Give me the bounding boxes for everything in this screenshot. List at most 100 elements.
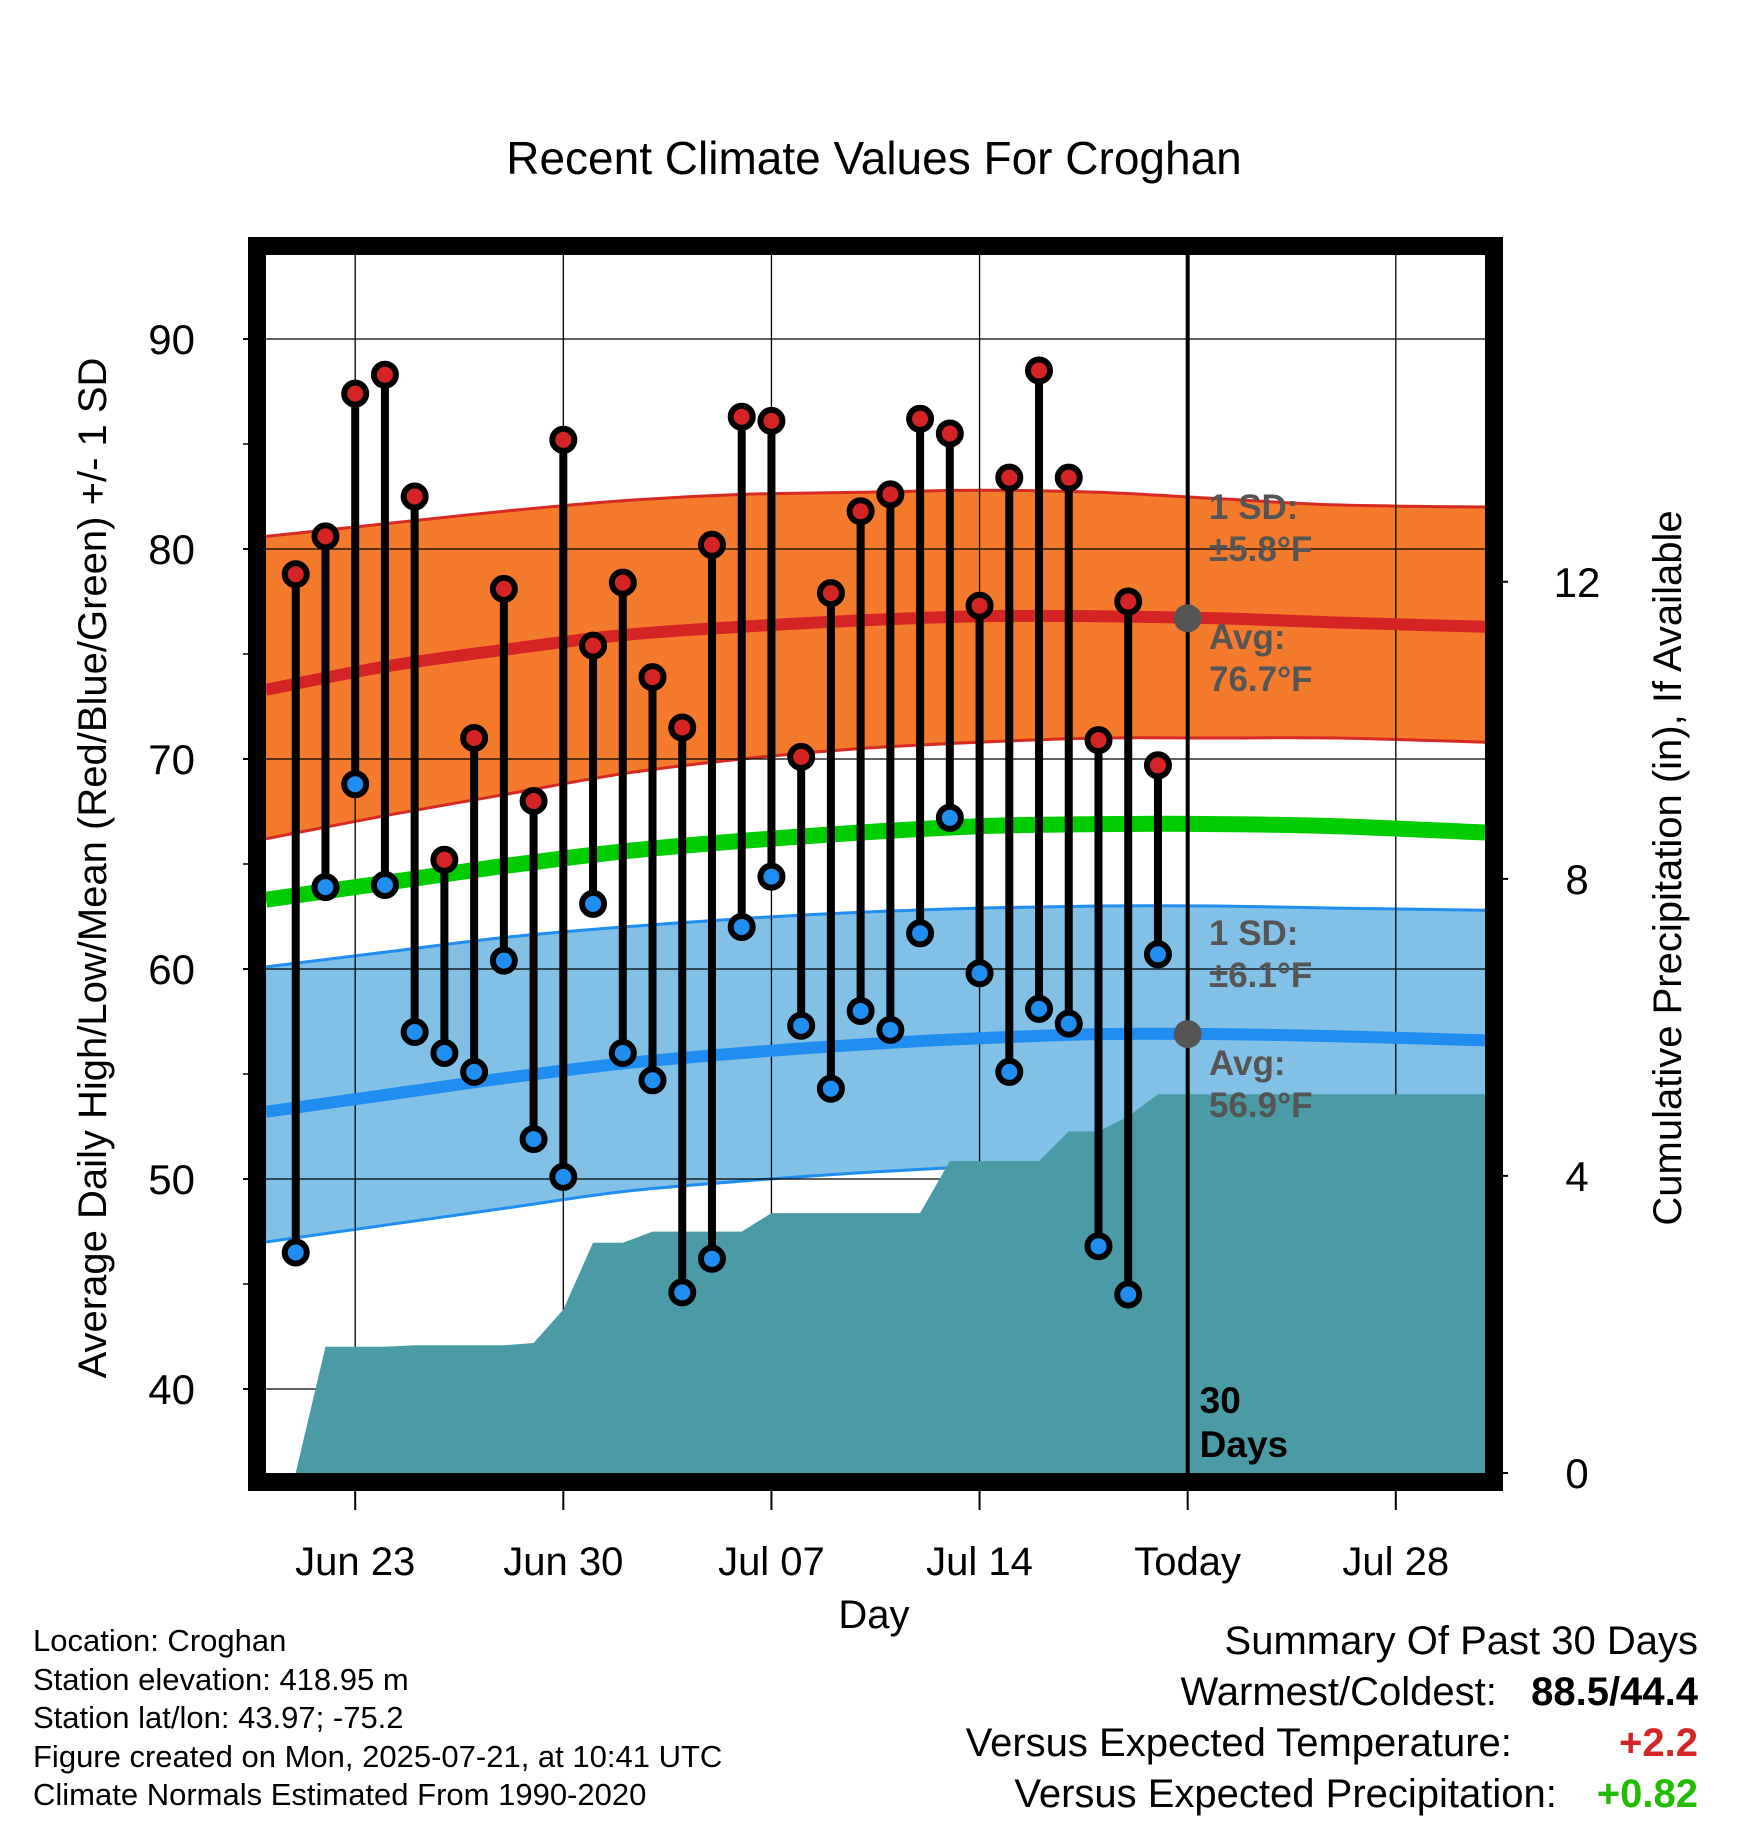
y2-tick-label-4: 4 (1565, 1153, 1588, 1200)
low-avg-annotation-line: 56.9°F (1209, 1086, 1313, 1125)
y-tick-label-50: 50 (148, 1156, 195, 1203)
y-tick-label-40: 40 (148, 1366, 195, 1413)
daily-low-point (965, 959, 994, 988)
daily-high-point (608, 568, 637, 597)
x-tick-label: Jun 30 (503, 1540, 623, 1584)
station-elevation: Station elevation: 418.95 m (33, 1661, 409, 1697)
plot-area (266, 255, 1485, 1473)
temp-label: Versus Expected Temperature: (965, 1721, 1512, 1765)
daily-high-point (935, 419, 964, 448)
daily-low-point (876, 1015, 905, 1044)
daily-low-point (370, 871, 399, 899)
daily-high-point (281, 560, 310, 589)
daily-high-point (668, 713, 697, 742)
daily-low-point (281, 1238, 310, 1267)
climate-normals-note: Climate Normals Estimated From 1990-2020 (33, 1777, 647, 1812)
daily-high-point (995, 463, 1024, 492)
daily-high-point (341, 379, 370, 408)
daily-low-point (400, 1018, 429, 1046)
daily-high-point (1143, 751, 1172, 780)
daily-low-point (311, 873, 340, 902)
daily-high-point (1054, 463, 1083, 492)
daily-low-point (1084, 1232, 1113, 1261)
x-tick-label: Jun 23 (295, 1540, 415, 1584)
days-window-label-line: 30 (1200, 1380, 1241, 1421)
daily-high-point (816, 579, 845, 608)
daily-high-point (430, 845, 459, 874)
summary-title: Summary Of Past 30 Days (1224, 1619, 1698, 1663)
temp-value: +2.2 (1619, 1721, 1698, 1765)
daily-low-point (519, 1125, 548, 1154)
daily-low-point (935, 803, 964, 832)
daily-low-point (995, 1057, 1024, 1086)
daily-high-point (727, 402, 756, 431)
warm-cold-label: Warmest/Coldest: (1180, 1670, 1497, 1714)
today-high-avg-marker (1173, 604, 1202, 633)
summary-panel: Summary Of Past 30 Days Warmest/Coldest:… (966, 1616, 1698, 1820)
y2-tick-label-8: 8 (1565, 856, 1588, 903)
y2-tick-label-0: 0 (1565, 1450, 1588, 1497)
summary-warm-cold: Warmest/Coldest: 88.5/44.4 (966, 1667, 1699, 1718)
warm-cold-value: 88.5/44.4 (1531, 1670, 1698, 1714)
station-location: Location: Croghan (33, 1623, 287, 1658)
x-axis-label: Day (838, 1593, 909, 1637)
daily-low-point (579, 889, 608, 918)
daily-low-point (787, 1011, 816, 1040)
days-window-label: 30 Days (1200, 1380, 1288, 1465)
daily-high-point (876, 480, 905, 509)
daily-low-point (638, 1066, 667, 1095)
high-avg-annotation: Avg: 76.7°F (1209, 618, 1313, 699)
summary-temperature: Versus Expected Temperature: +2.2 (966, 1718, 1698, 1769)
today-low-avg-marker (1173, 1020, 1202, 1049)
y-tick-label-90: 90 (148, 316, 195, 363)
summary-precipitation: Versus Expected Precipitation: +0.82 (966, 1769, 1698, 1820)
daily-low-point (906, 919, 935, 948)
low-avg-annotation-line: Avg: (1209, 1044, 1285, 1083)
precip-label: Versus Expected Precipitation: (1014, 1772, 1557, 1816)
daily-low-point (1143, 940, 1172, 969)
daily-high-point (311, 522, 340, 551)
daily-low-point (1054, 1009, 1083, 1038)
figure-created: Figure created on Mon, 2025-07-21, at 10… (33, 1738, 723, 1774)
high-avg-annotation-line: 76.7°F (1209, 660, 1313, 699)
daily-high-point (906, 404, 935, 433)
daily-high-point (549, 425, 578, 454)
daily-high-point (757, 406, 786, 435)
daily-high-point (1084, 726, 1113, 755)
daily-high-point (400, 482, 429, 511)
low-sd-annotation-line: ±6.1°F (1209, 956, 1312, 995)
y-tick-label-80: 80 (148, 526, 195, 573)
high-avg-annotation-line: Avg: (1209, 618, 1285, 657)
axes: 40 50 60 70 80 90 0 4 8 12 Jun 23 Jun 30 Jul 07 Jul 1… (148, 316, 1600, 1584)
daily-low-point (727, 913, 756, 941)
low-sd-annotation-line: 1 SD: (1209, 914, 1298, 953)
x-tick-label: Jul 28 (1342, 1540, 1449, 1584)
daily-low-point (430, 1039, 459, 1067)
y-tick-label-60: 60 (148, 946, 195, 993)
x-tick-label: Today (1134, 1540, 1241, 1584)
days-window-label-line: Days (1200, 1424, 1288, 1465)
low-avg-annotation: Avg: 56.9°F (1209, 1044, 1313, 1125)
daily-low-point (1025, 994, 1054, 1023)
daily-low-point (549, 1162, 578, 1191)
daily-high-point (460, 724, 489, 752)
x-tick-label: Jul 14 (926, 1540, 1033, 1584)
daily-high-point (489, 574, 518, 603)
daily-high-point (370, 360, 399, 389)
station-info: Location: Croghan Station elevation: 418… (33, 1622, 722, 1815)
precip-value: +0.82 (1596, 1772, 1698, 1816)
daily-low-point (846, 997, 875, 1025)
daily-low-point (697, 1244, 726, 1273)
y-tick-label-70: 70 (148, 736, 195, 783)
daily-high-point (519, 787, 548, 815)
daily-low-point (1114, 1280, 1143, 1309)
daily-low-point (816, 1074, 845, 1103)
daily-low-point (757, 862, 786, 891)
daily-high-point (697, 530, 726, 559)
high-sd-band-upper-edge (266, 488, 1485, 538)
chart-title: Recent Climate Values For Croghan (506, 132, 1241, 184)
daily-high-point (787, 742, 816, 771)
y2-tick-label-12: 12 (1554, 559, 1601, 606)
